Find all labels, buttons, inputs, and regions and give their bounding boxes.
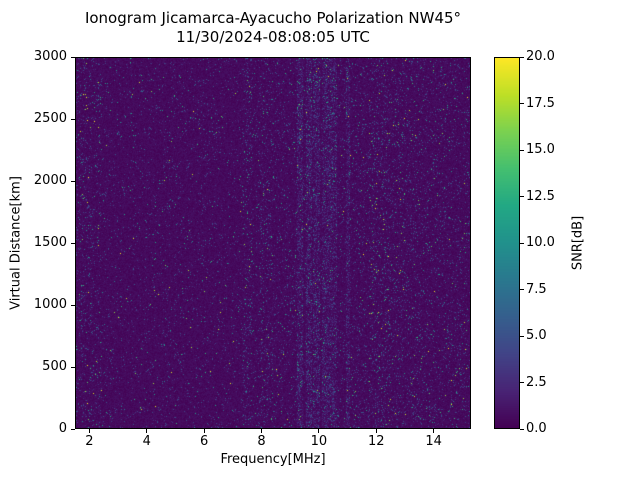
- y-tick-mark: [71, 118, 75, 120]
- x-tick-mark: [146, 429, 148, 433]
- colorbar-tick-mark: [520, 382, 524, 383]
- x-tick-label: 14: [425, 434, 442, 449]
- colorbar-tick-mark: [520, 149, 524, 151]
- colorbar-tick-label: 17.5: [526, 95, 555, 111]
- chart-title: Ionogram Jicamarca-Ayacucho Polarization…: [84, 9, 462, 27]
- colorbar-tick-label: 20.0: [526, 49, 555, 64]
- colorbar-canvas: [495, 58, 519, 428]
- x-tick-mark: [375, 429, 377, 433]
- chart-subtitle: 11/30/2024-08:08:05 UTC: [176, 28, 370, 46]
- colorbar-tick-mark: [520, 335, 524, 337]
- colorbar-tick-mark: [520, 56, 524, 58]
- x-tick-label: 8: [257, 434, 266, 449]
- y-tick-label: 3000: [33, 49, 67, 64]
- colorbar-tick-mark: [520, 196, 524, 197]
- colorbar-label: SNR[dB]: [570, 215, 586, 271]
- x-tick-label: 2: [85, 434, 94, 449]
- colorbar-tick-label: 0.0: [526, 421, 547, 436]
- colorbar-tick-label: 5.0: [526, 328, 547, 343]
- x-tick-mark: [318, 429, 320, 433]
- colorbar-tick-mark: [520, 289, 524, 290]
- x-tick-label: 6: [199, 434, 209, 449]
- y-tick-mark: [71, 242, 75, 244]
- y-tick-label: 500: [42, 359, 67, 374]
- x-tick-label: 12: [368, 434, 385, 449]
- chart-title-block: Ionogram Jicamarca-Ayacucho Polarization…: [75, 9, 471, 47]
- colorbar-tick-mark: [520, 428, 524, 430]
- y-tick-label: 0: [58, 421, 67, 436]
- x-tick-label: 10: [310, 434, 328, 449]
- colorbar-tick-label: 15.0: [526, 142, 555, 157]
- colorbar-tick-mark: [520, 103, 524, 104]
- heatmap-plot-area: [75, 57, 471, 429]
- colorbar-tick-label: 12.5: [526, 188, 555, 204]
- x-tick-mark: [203, 429, 205, 433]
- x-tick-mark: [261, 429, 263, 433]
- y-tick-mark: [71, 366, 75, 368]
- y-tick-label: 2500: [33, 111, 67, 126]
- y-tick-mark: [71, 56, 75, 58]
- colorbar-tick-label: 7.5: [526, 281, 547, 297]
- heatmap-canvas: [76, 58, 470, 428]
- x-tick-mark: [88, 429, 90, 433]
- y-tick-mark: [71, 304, 75, 306]
- colorbar-tick-mark: [520, 242, 524, 244]
- colorbar-tick-label: 10.0: [526, 235, 555, 250]
- y-tick-label: 2000: [33, 173, 67, 188]
- x-tick-mark: [433, 429, 435, 433]
- y-tick-label: 1000: [33, 297, 67, 312]
- y-tick-mark: [71, 180, 75, 182]
- y-tick-label: 1500: [33, 235, 67, 250]
- x-tick-label: 4: [142, 434, 151, 449]
- y-tick-mark: [71, 428, 75, 430]
- colorbar-tick-label: 2.5: [526, 374, 547, 390]
- x-axis-label: Frequency[MHz]: [220, 452, 326, 467]
- colorbar: [494, 57, 520, 429]
